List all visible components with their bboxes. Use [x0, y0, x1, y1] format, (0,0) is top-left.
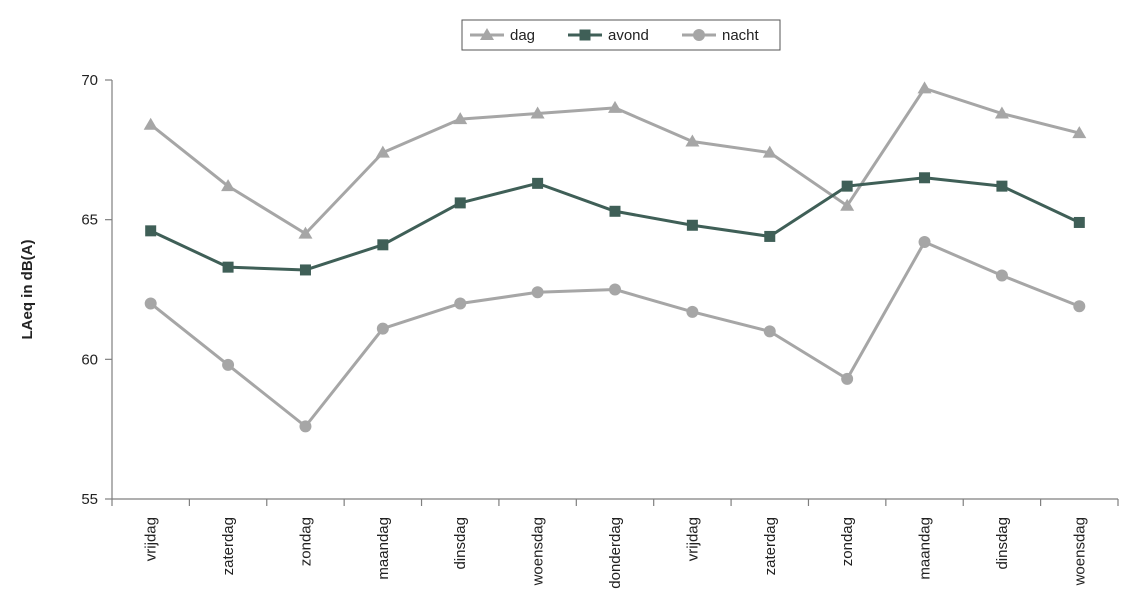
series-avond-point — [299, 264, 311, 276]
series-nacht-point — [763, 325, 776, 338]
legend-marker-nacht — [693, 29, 705, 41]
y-tick-label: 65 — [81, 212, 98, 229]
y-tick-label: 55 — [81, 491, 98, 508]
series-avond-point — [686, 219, 698, 231]
series-avond-point — [841, 180, 853, 192]
series-avond-point — [919, 172, 931, 184]
y-axis-title: LAeq in dB(A) — [19, 240, 36, 340]
series-dag-point — [917, 81, 932, 94]
series-dag-point — [298, 226, 313, 239]
series-avond-point — [1073, 216, 1085, 228]
x-tick-label: zondag — [839, 517, 856, 566]
legend-item-nacht: nacht — [682, 27, 760, 44]
legend-marker-avond — [579, 29, 591, 41]
legend: dag avond nacht — [461, 19, 781, 51]
legend-marker-dag — [480, 28, 494, 40]
series-dag-point — [143, 117, 158, 130]
series-avond-point — [609, 205, 621, 217]
series-dag-point — [685, 134, 700, 147]
x-tick-label: zaterdag — [220, 517, 237, 575]
series-dag-point — [1072, 126, 1087, 139]
series-nacht — [144, 236, 1086, 433]
series-avond-point — [454, 197, 466, 209]
x-tick-label: dinsdag — [994, 517, 1011, 570]
series-dag-point — [994, 106, 1009, 119]
x-tick-label: zondag — [297, 517, 314, 566]
series-nacht-point — [609, 283, 621, 296]
series-dag-point — [453, 112, 468, 125]
x-tick-label: zaterdag — [762, 517, 779, 575]
series-avond-point — [996, 180, 1008, 192]
x-tick-label: woensdag — [530, 517, 547, 586]
series-nacht-point — [531, 286, 544, 299]
legend-label-avond: avond — [608, 27, 649, 44]
legend-label-nacht: nacht — [722, 27, 760, 44]
series-nacht-point — [686, 305, 699, 318]
x-tick-label: vrijdag — [684, 517, 701, 561]
series-dag-point — [375, 145, 390, 158]
legend-box — [461, 19, 781, 51]
y-tick-label: 60 — [81, 351, 98, 368]
legend-item-avond: avond — [568, 27, 649, 44]
series-nacht-point — [995, 269, 1008, 282]
series-avond-point — [222, 261, 234, 273]
series-nacht-point — [222, 358, 235, 371]
series-nacht-point — [144, 297, 157, 310]
x-axis: vrijdag zaterdag zondag maandag dinsdag woens… — [111, 498, 1119, 589]
series-dag-point — [762, 145, 777, 158]
series-dag-point — [840, 198, 855, 211]
x-tick-label: dinsdag — [452, 517, 469, 570]
series-nacht-point — [1073, 300, 1086, 313]
series-avond-point — [145, 225, 157, 237]
series-avond — [145, 172, 1085, 276]
x-tick-label: vrijdag — [143, 517, 160, 561]
y-axis: 55 60 65 70 — [81, 72, 113, 508]
series-dag-point — [221, 179, 236, 192]
series-avond-point — [764, 230, 776, 242]
series-avond-point — [377, 239, 389, 251]
series-nacht-point — [299, 420, 312, 433]
y-tick-label: 70 — [81, 72, 98, 89]
x-tick-label: woensdag — [1071, 517, 1088, 586]
legend-label-dag: dag — [510, 27, 535, 44]
series-dag-point — [530, 106, 545, 119]
series-nacht-point — [918, 236, 931, 249]
series-dag-point — [608, 100, 622, 113]
series-avond-point — [532, 177, 544, 189]
legend-item-dag: dag — [470, 27, 535, 44]
series-dag — [143, 81, 1087, 239]
x-tick-label: maandag — [917, 517, 934, 580]
series-nacht-point — [376, 322, 389, 335]
x-tick-label: donderdag — [607, 517, 624, 589]
series-nacht-point — [454, 297, 467, 310]
series-layer — [143, 81, 1087, 433]
series-nacht-point — [841, 372, 854, 385]
x-tick-label: maandag — [375, 517, 392, 580]
